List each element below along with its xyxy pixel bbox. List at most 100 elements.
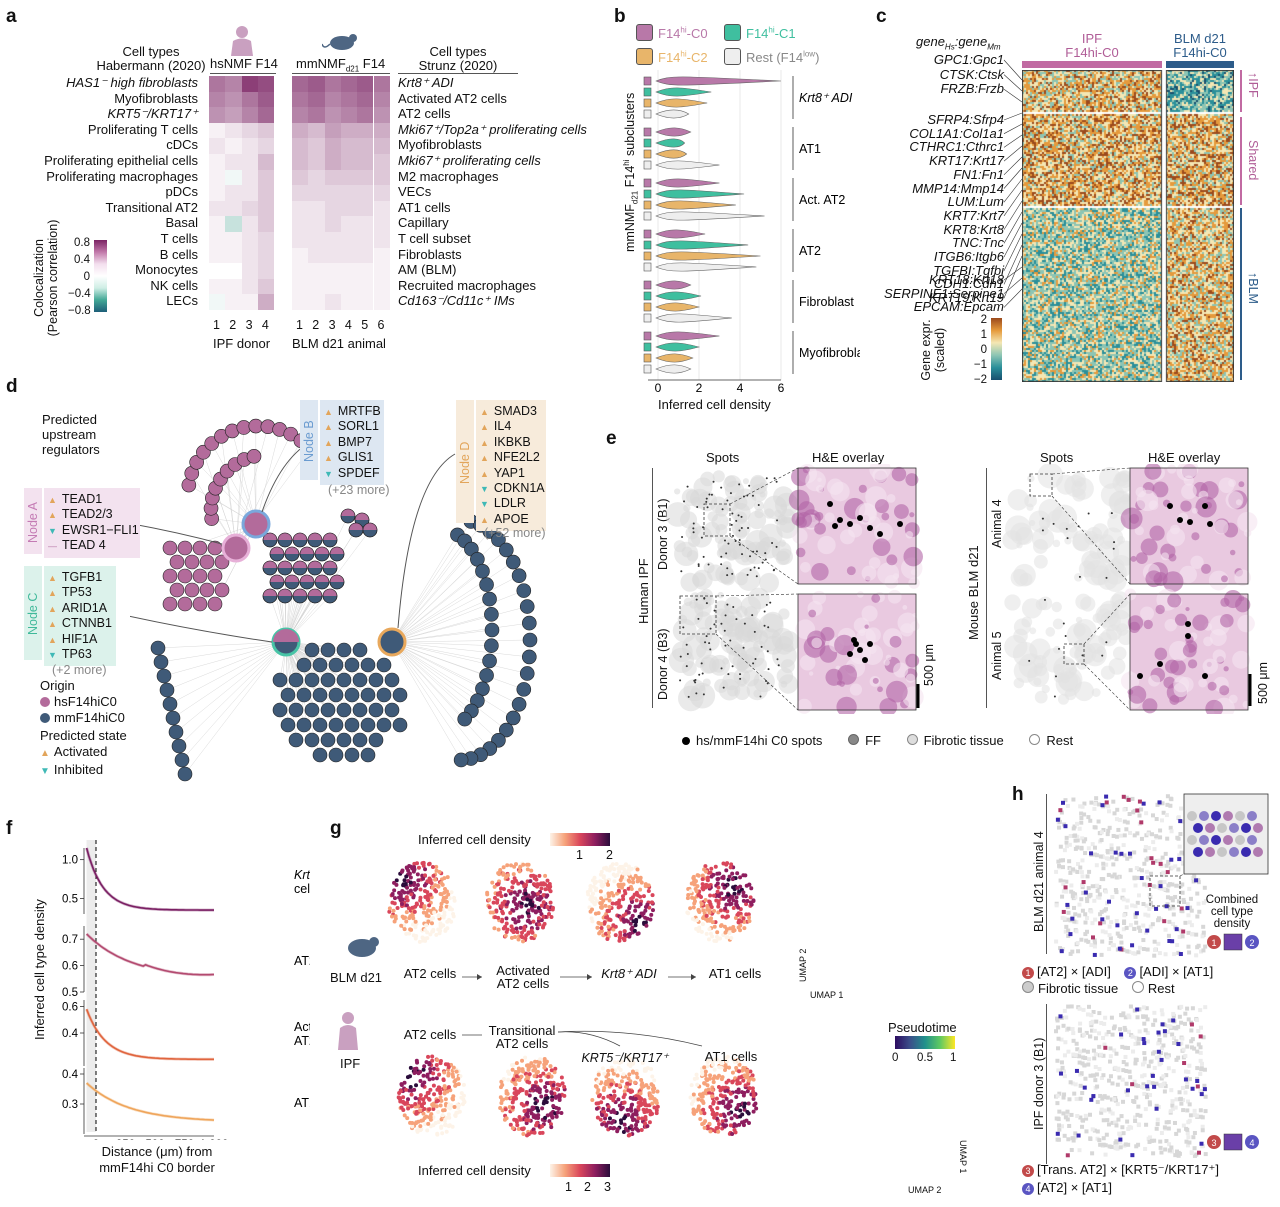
f-xlabel-2: mmF14hi C0 border (99, 1160, 215, 1175)
c-gene-label: LUM:Lum (947, 194, 1004, 210)
a-mm-cell (373, 154, 390, 170)
a-mm-cell (357, 294, 374, 310)
a-mm-cell (292, 185, 309, 201)
g-umap1-bottom: UMAP 1 (958, 1140, 968, 1174)
d-regulator: ▲ APOE (480, 511, 529, 526)
c-gene-label: FRZB:Frzb (940, 81, 1004, 97)
a-left-header-line1: Cell types (122, 44, 180, 59)
a-mm-cell (324, 232, 341, 248)
h-leg-rest: Rest (1147, 981, 1175, 996)
row-label: Cd163⁻/Cd11c⁺ IMs (398, 293, 515, 309)
h-leg-1: [AT2] × [ADI] (1037, 964, 1111, 979)
a-mm-cell (373, 185, 390, 201)
row-label: Recruited macrophages (398, 277, 537, 293)
a-mm-cell (324, 185, 341, 201)
d-regulator: ▲ TGFB1 (48, 570, 103, 584)
svg-text:750: 750 (175, 1139, 194, 1140)
x-tick: 1 (213, 318, 220, 332)
a-hs-cell (209, 278, 226, 295)
c-gene-label: KRT18:Krt18 (929, 272, 1004, 287)
h-combined-label: Combined cell type density (1196, 894, 1268, 930)
e-human-label: Human IPF (636, 558, 651, 624)
a-hs-cell (209, 232, 226, 248)
svg-text:0: 0 (655, 381, 662, 395)
e-legend-rest: Rest (1046, 733, 1074, 748)
c-cb-label-1: Gene expr. (919, 319, 933, 381)
c-ipf-header: IPF F14hi-C0 (1022, 32, 1162, 60)
c-gene-label: TNC:Tnc (952, 235, 1004, 251)
a-mm-cell (340, 200, 358, 217)
a-mm-cell (324, 91, 341, 108)
row-label: AT2 cells (398, 106, 451, 122)
a-hs-cell (225, 278, 242, 295)
h-leg-3: [Trans. AT2] × [KRT5⁻/KRT17⁺] (1037, 1162, 1219, 1177)
a-mm-cell (308, 138, 325, 154)
e-legend-ff: FF (865, 733, 881, 748)
svg-text:Fibroblast: Fibroblast (799, 295, 854, 309)
a-hs-title: hsNMF F14 (210, 56, 278, 71)
svg-text:AT2 cells: AT2 cells (294, 1034, 310, 1048)
d-more: (+2 more) (52, 663, 107, 678)
row-label: VECs (398, 184, 432, 200)
c-cb-tick: 0 (980, 344, 987, 356)
a-hs-cell (225, 169, 242, 186)
a-mm-cell (373, 122, 390, 139)
svg-text:Krt8⁺ ADI: Krt8⁺ ADI (799, 91, 853, 105)
a-mm-cell (308, 294, 325, 310)
a-mm-cell (373, 294, 390, 310)
a-mm-cell (292, 76, 309, 92)
d-regulator: ▲ MRTFB (324, 404, 381, 418)
h-top-label: BLM d21 animal 4 (1032, 831, 1046, 932)
a-mm-cell (373, 247, 390, 264)
a-mm-cell (292, 107, 309, 123)
a-hs-cell (225, 91, 242, 108)
f-xlabel-1: Distance (μm) from (101, 1144, 213, 1159)
h-legend-b3: 3 [Trans. AT2] × [KRT5⁻/KRT17⁺] (1022, 1162, 1219, 1178)
a-hs-cell (257, 200, 275, 217)
svg-text:250: 250 (116, 1139, 135, 1140)
a-mm-cell (357, 122, 374, 139)
d-node-name: Node D (458, 441, 472, 484)
a-hs-cell (225, 107, 242, 123)
row-label: Proliferating T cells (87, 121, 198, 137)
g-mflow-0: AT2 cells (403, 966, 457, 981)
c-blm-h2: F14hi-C0 (1173, 45, 1227, 60)
h-bottom-label: IPF donor 3 (B1) (1032, 1037, 1046, 1130)
b-legend-item: F14hi-C0 (636, 24, 708, 41)
a-hs-cell (209, 169, 226, 186)
x-tick: 2 (229, 318, 237, 332)
g-mouse-label: BLM d21 (330, 970, 383, 985)
d-state-act: ▲ Activated (40, 744, 108, 759)
a-mm-cell (340, 138, 358, 154)
c-ipf-h2: F14hi-C0 (1065, 45, 1119, 60)
d-regulator: ▲ SMAD3 (480, 404, 537, 418)
row-label: Myofibroblasts (114, 90, 198, 106)
svg-text:0.4: 0.4 (62, 1069, 79, 1081)
a-cb-tick: 0 (83, 271, 90, 283)
row-label: Myofibroblasts (398, 137, 482, 153)
a-hs-cell (241, 200, 258, 217)
c-cb-tick: 2 (980, 314, 987, 326)
a-mm-cell (292, 154, 309, 170)
a-mm-cell (340, 107, 358, 123)
g-colorbar-bottom (550, 1164, 610, 1177)
row-label: cDCs (166, 137, 198, 153)
row-label: Activated AT2 cells (398, 90, 507, 106)
c-gene-connectors (1003, 59, 1023, 308)
d-regulator: ▼ CDKN1A (480, 481, 545, 496)
g-hflow-3: AT1 cells (704, 1049, 758, 1064)
a-mm-cell (324, 278, 341, 295)
a-hs-cell (209, 122, 226, 139)
a-hs-cell (241, 91, 258, 108)
d-origin-mm: mmF14hiC0 (40, 710, 127, 726)
x-tick: 3 (245, 318, 253, 332)
row-label: Mki67⁺/Top2a⁺ proliferating cells (398, 121, 587, 137)
d-more: (+52 more) (484, 526, 546, 541)
a-mm-cell (292, 216, 309, 232)
svg-text:0.7: 0.7 (62, 934, 78, 946)
d-regulator: ▲ IKBKB (480, 434, 531, 449)
b-ylabel: mmNMFd21 F14hi subclusters (622, 93, 640, 252)
c-blm-header: BLM d21 F14hi-C0 (1166, 32, 1234, 60)
a-hs-cell (257, 263, 275, 279)
d-node-name: Node A (26, 501, 40, 543)
